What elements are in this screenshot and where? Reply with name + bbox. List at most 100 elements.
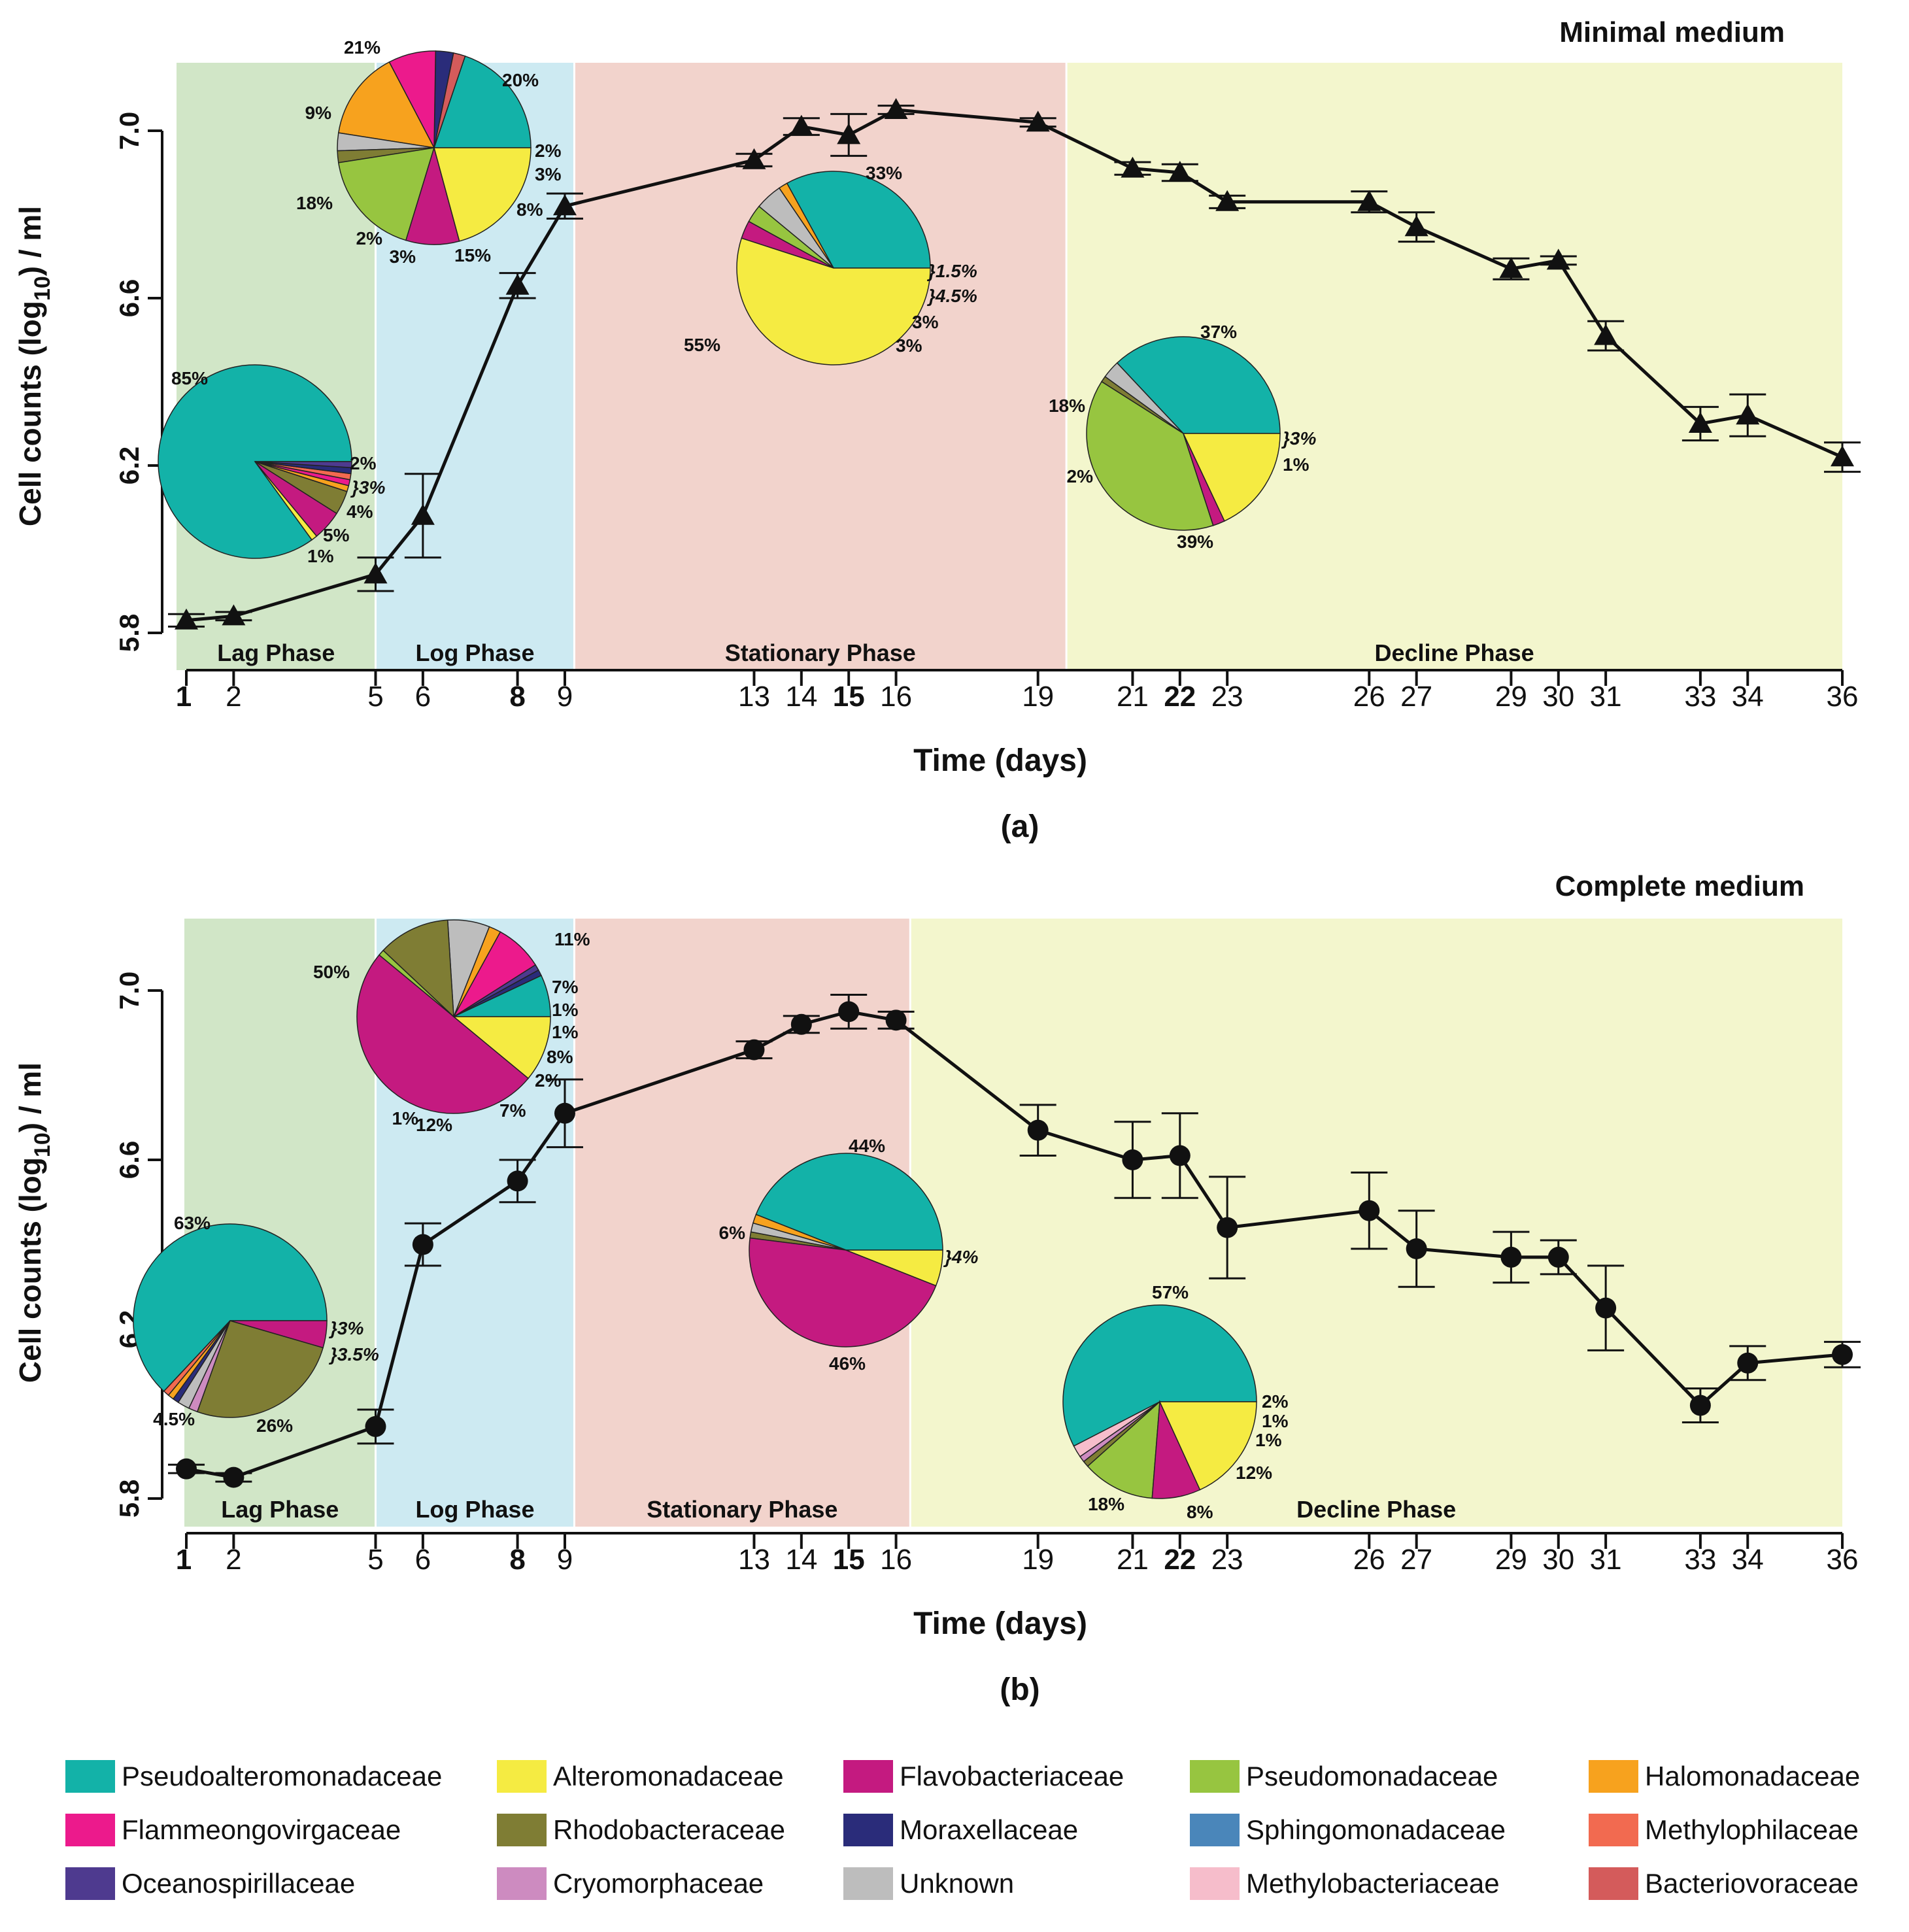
pie-chart-day-22: 57%2%1%1%12%8%18% <box>1062 1282 1289 1522</box>
pie-slice-flavobacteriaceae <box>749 1237 937 1347</box>
phase-label: Stationary Phase <box>647 1496 837 1523</box>
legend-label: Oceanospirillaceae <box>122 1868 356 1899</box>
legend-item: Methylophilaceae <box>1589 1814 1859 1846</box>
data-point <box>412 1234 433 1255</box>
panel-label: (b) <box>1000 1672 1039 1707</box>
x-tick-label: 36 <box>1827 1544 1859 1576</box>
x-tick-label: 1 <box>176 681 192 713</box>
pie-slice-rhodobacteraceae <box>196 1320 324 1418</box>
pie-slice-oceanospirillaceae <box>254 461 352 469</box>
pie-slice-alteromonadaceae <box>433 147 532 242</box>
pie-label: 11% <box>554 929 590 949</box>
x-tick-label: 8 <box>509 1544 525 1576</box>
x-tick-label: 30 <box>1542 681 1574 713</box>
pie-label: 20% <box>502 70 539 90</box>
x-tick-label: 5 <box>367 1544 383 1576</box>
pie-label: 5% <box>323 525 350 545</box>
chart-panel-a: Lag Phase Log Phase Stationary Phase Declin… <box>13 16 1861 844</box>
y-axis-label: Cell counts (log10) / ml <box>13 206 55 526</box>
pie-slice-alteromonadaceae <box>736 237 931 365</box>
pie-label: 1% <box>1262 1411 1289 1431</box>
data-point <box>223 1466 245 1488</box>
legend-swatch <box>1589 1867 1638 1900</box>
pie-label: 12% <box>1236 1463 1272 1483</box>
data-point <box>837 123 861 144</box>
pie-slice-pseudomonadaceae <box>1086 381 1214 531</box>
pie-label: 8% <box>547 1047 573 1067</box>
pie-chart-day-15: 44%}4% 6% 46% <box>719 1136 979 1374</box>
legend: Pseudoalteromonadaceae Alteromonadaceae Fl… <box>65 1760 1896 1930</box>
y-axis-label-part: ) / ml <box>13 1062 47 1132</box>
pie-label: 2% <box>535 141 562 161</box>
pie-label: 37% <box>1200 322 1237 342</box>
data-point <box>1359 1200 1380 1221</box>
x-tick-label: 19 <box>1022 681 1054 713</box>
x-axis-label: Time (days) <box>913 743 1087 778</box>
x-tick-label: 6 <box>415 1544 431 1576</box>
pie-slice-alteromonadaceae <box>1182 433 1281 522</box>
data-point <box>1831 445 1854 467</box>
legend-item: Sphingomonadaceae <box>1190 1814 1506 1846</box>
pie-slice-pseudoalteromonadaceae <box>1116 336 1281 434</box>
legend-label: Halomonadaceae <box>1645 1761 1861 1791</box>
data-point <box>1546 248 1570 270</box>
legend-label: Unknown <box>900 1868 1015 1899</box>
pie-slice-pseudomonadaceae <box>1087 1400 1160 1499</box>
legend-swatch <box>843 1814 893 1846</box>
phase-label: Log Phase <box>415 1496 534 1523</box>
legend-item: Rhodobacteraceae <box>497 1814 785 1846</box>
x-tick-label: 22 <box>1164 1544 1196 1576</box>
y-tick-label: 6.2 <box>114 447 144 484</box>
phase-label: Stationary Phase <box>725 639 916 666</box>
y-tick-label: 5.8 <box>114 1480 144 1517</box>
data-point <box>1027 1119 1049 1141</box>
x-tick-label: 27 <box>1400 1544 1432 1576</box>
pie-label: 1% <box>1283 454 1309 475</box>
legend-label: Pseudoalteromonadaceae <box>122 1761 443 1791</box>
x-tick-label: 26 <box>1353 1544 1385 1576</box>
x-tick-label: 15 <box>833 681 865 713</box>
phase-label: Lag Phase <box>221 1496 339 1523</box>
x-tick-label: 2 <box>226 1544 241 1576</box>
pie-label: 9% <box>305 103 332 123</box>
legend-item: Bacteriovoraceae <box>1589 1867 1859 1900</box>
pie-slice-pseudoalteromonadaceae <box>433 55 532 148</box>
x-tick-label: 14 <box>785 1544 817 1576</box>
pie-label: 18% <box>1088 1494 1124 1514</box>
data-point <box>363 562 388 584</box>
pie-label: 50% <box>313 962 350 982</box>
x-tick-label: 34 <box>1732 1544 1764 1576</box>
y-tick-label: 5.8 <box>114 614 144 652</box>
data-point <box>554 1102 575 1124</box>
legend-swatch <box>1190 1814 1240 1846</box>
pie-slice-alteromonadaceae <box>1158 1401 1257 1491</box>
legend-label: Flammeongovirgaceae <box>122 1814 401 1845</box>
data-point <box>505 273 530 295</box>
data-point <box>1404 215 1428 237</box>
x-tick-label: 33 <box>1684 1544 1716 1576</box>
y-tick-label: 6.6 <box>114 279 144 317</box>
figure: Lag Phase Log Phase Stationary Phase Declin… <box>13 16 1861 1707</box>
pie-label: 3% <box>896 335 922 356</box>
data-point <box>790 1013 812 1035</box>
data-point <box>222 604 246 626</box>
x-tick-label: 14 <box>785 681 817 713</box>
x-tick-label: 1 <box>176 1544 192 1576</box>
pie-label: 7% <box>499 1100 526 1121</box>
legend-item: Flammeongovirgaceae <box>65 1814 401 1846</box>
pie-chart-day-1: 63%}3%}3.5% 26% 4.5% <box>133 1213 379 1436</box>
y-axis-label-part: Cell counts (log <box>13 1157 47 1383</box>
x-tick-label: 16 <box>880 1544 912 1576</box>
pie-label: 63% <box>174 1213 211 1233</box>
pie-label: 6% <box>719 1223 746 1243</box>
pie-label: }3% <box>350 477 385 498</box>
y-axis-label: Cell counts (log10) / ml <box>13 1062 55 1383</box>
pie-slice-flavobacteriaceae <box>356 954 530 1114</box>
data-point <box>838 1001 860 1023</box>
x-tick-label: 36 <box>1827 681 1859 713</box>
pie-label: 2% <box>535 1070 562 1091</box>
x-tick-label: 9 <box>557 681 573 713</box>
phase-label: Lag Phase <box>217 639 335 666</box>
pie-label: }3% <box>328 1318 363 1338</box>
legend-item: Oceanospirillaceae <box>65 1867 355 1900</box>
